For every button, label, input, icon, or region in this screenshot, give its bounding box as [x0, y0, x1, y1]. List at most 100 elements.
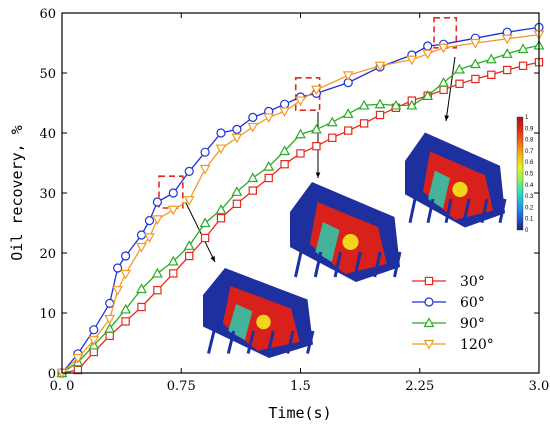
data-point — [136, 230, 147, 240]
data-point — [326, 116, 338, 127]
inset-strut — [393, 251, 402, 278]
simulation-insets — [185, 56, 507, 358]
data-point — [199, 217, 211, 228]
data-point — [120, 269, 132, 280]
data-point — [279, 107, 291, 118]
inset-transition — [428, 170, 450, 209]
y-tick-label: 60 — [39, 7, 56, 22]
data-point — [390, 99, 402, 110]
data-point — [185, 251, 194, 261]
data-point — [105, 298, 115, 308]
data-point — [471, 74, 480, 84]
data-point — [422, 49, 434, 60]
colorbar-tick-label: 0.6 — [525, 160, 534, 166]
data-point — [485, 53, 497, 64]
legend-item: 120° — [412, 337, 494, 353]
inset-strut — [462, 198, 471, 224]
data-point — [89, 325, 99, 335]
inset-strut — [480, 198, 489, 224]
data-point — [113, 263, 123, 273]
data-point — [88, 335, 100, 346]
data-point — [137, 302, 146, 312]
data-point — [248, 186, 257, 195]
y-tick-label: 50 — [39, 67, 56, 82]
data-point — [439, 85, 448, 94]
colorbar-tick-label: 0.5 — [525, 172, 534, 178]
data-point — [501, 34, 513, 45]
legend-marker — [424, 297, 434, 307]
legend-marker — [423, 339, 435, 350]
data-point — [151, 267, 163, 278]
data-point — [438, 76, 450, 87]
data-point — [423, 41, 433, 51]
data-point — [231, 186, 243, 196]
data-point — [216, 214, 226, 223]
data-point — [153, 286, 162, 295]
highlight-box — [158, 175, 184, 209]
data-point — [501, 48, 513, 58]
inset-transition — [315, 222, 340, 262]
inset-arrow-head — [210, 256, 215, 262]
inset-snapshot-3 — [405, 132, 507, 228]
colorbar-tick-label: 0 — [525, 228, 529, 234]
data-point — [312, 142, 321, 151]
data-point — [167, 205, 179, 216]
legend-label: 120° — [460, 337, 494, 353]
colorbar: 0 0.1 0.2 0.3 0.4 0.5 0.6 0.7 0.8 0.9 1 — [516, 115, 534, 234]
data-point — [518, 61, 528, 71]
data-point — [342, 71, 354, 82]
data-point — [438, 43, 450, 54]
data-point — [374, 98, 386, 109]
data-point — [280, 99, 290, 109]
inset-strut — [408, 198, 417, 224]
data-point — [200, 147, 210, 157]
inset-transition — [228, 304, 253, 340]
data-point — [263, 160, 275, 171]
y-tick-label: 10 — [39, 307, 56, 322]
data-point — [152, 197, 162, 207]
data-point — [120, 251, 131, 261]
inset-strut — [444, 198, 453, 224]
inset-strut — [373, 251, 382, 278]
colorbar-tick-label: 0.7 — [525, 149, 534, 155]
colorbar-tick-label: 0.3 — [525, 194, 534, 200]
data-point — [183, 196, 195, 206]
x-tick-label: 0.75 — [167, 379, 196, 394]
inset-strut — [246, 330, 256, 354]
data-point — [264, 173, 273, 183]
data-point — [358, 99, 370, 110]
data-point — [406, 99, 418, 110]
data-point — [167, 255, 179, 266]
inset-arrow-head — [315, 172, 321, 178]
data-point — [454, 63, 465, 74]
inset-highlight — [342, 234, 359, 250]
inset-highlight — [452, 181, 468, 198]
inset-strut — [426, 198, 435, 224]
colorbar-tick-label: 0.2 — [525, 205, 534, 211]
data-point — [487, 70, 496, 79]
data-point — [247, 172, 259, 183]
inset-strut — [286, 330, 295, 354]
data-point — [469, 58, 481, 69]
x-axis-label: Time(s) — [268, 404, 331, 422]
legend-label: 60° — [460, 295, 485, 311]
data-point — [168, 188, 178, 198]
inset-snapshot-1 — [203, 268, 315, 358]
data-point — [104, 322, 116, 333]
data-point — [112, 286, 124, 296]
colorbar-tick-label: 0.9 — [525, 126, 534, 132]
inset-highlight — [256, 314, 271, 330]
inset-arrow-line — [185, 202, 216, 263]
y-tick-label: 20 — [39, 247, 56, 262]
data-point — [279, 145, 291, 156]
colorbar-bar — [516, 116, 524, 231]
data-point — [215, 204, 227, 214]
series-triangle-up — [56, 39, 545, 378]
x-tick-label: 2.25 — [405, 379, 434, 394]
legend-item: 60° — [412, 295, 485, 311]
legend-item: 30° — [412, 274, 485, 290]
data-point — [280, 160, 289, 169]
data-point — [295, 128, 306, 139]
inset-strut — [294, 251, 303, 278]
